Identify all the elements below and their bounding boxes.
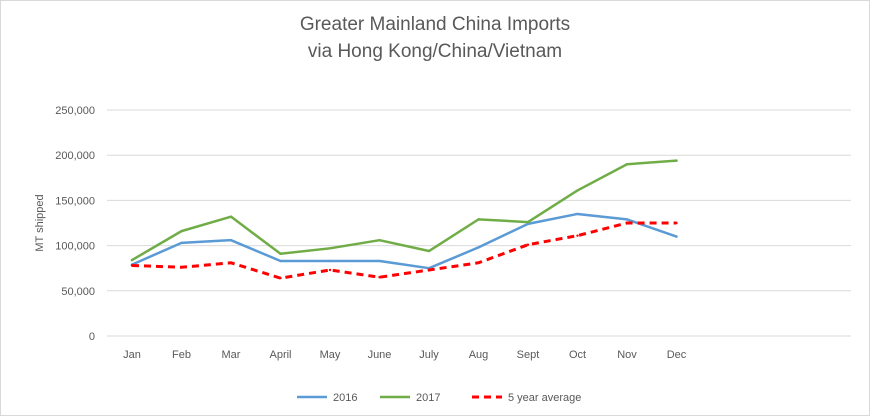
series-5-year-average <box>130 221 678 280</box>
y-axis-tick-labels: 0 50,000 100,000 150,000 200,000 250,000 <box>55 105 95 343</box>
data-point <box>180 241 183 245</box>
y-tick-label: 100,000 <box>55 241 95 253</box>
data-point <box>625 221 629 225</box>
data-point <box>130 258 134 262</box>
legend: 2016 2017 5 year average <box>297 392 581 404</box>
y-tick-label: 0 <box>89 331 95 343</box>
x-tick-label: April <box>269 349 291 361</box>
series-line <box>130 159 678 262</box>
y-tick-label: 50,000 <box>61 286 95 298</box>
data-point <box>477 261 480 264</box>
data-point <box>675 159 678 162</box>
chart-title-line-1: Greater Mainland China Imports <box>299 14 571 35</box>
data-point <box>328 247 332 250</box>
data-point <box>378 259 381 263</box>
x-tick-label: Feb <box>172 349 191 361</box>
x-tick-label: June <box>368 349 392 361</box>
y-tick-label: 250,000 <box>55 105 95 117</box>
data-point <box>576 189 579 192</box>
x-tick-label: Dec <box>667 349 687 361</box>
data-point <box>279 252 282 255</box>
series-lines <box>130 159 678 280</box>
data-point <box>229 215 233 218</box>
y-tick-label: 150,000 <box>55 195 95 207</box>
data-point <box>675 235 678 238</box>
chart-title-line-2: via Hong Kong/China/Vietnam <box>307 41 563 62</box>
x-tick-label: Aug <box>469 349 489 361</box>
data-point <box>180 229 183 233</box>
x-tick-label: Mar <box>222 349 241 361</box>
data-point <box>625 163 629 166</box>
chart-title: Greater Mainland China Imports via Hong … <box>1 11 869 65</box>
data-point <box>526 243 530 246</box>
legend-item: 2016 <box>297 392 357 404</box>
data-point <box>130 264 134 267</box>
x-tick-label: Jan <box>123 349 141 361</box>
legend-label: 2016 <box>333 392 357 404</box>
data-point <box>477 246 480 249</box>
y-axis-label: MT shipped <box>34 194 46 251</box>
data-point <box>279 276 282 280</box>
data-point <box>576 234 579 237</box>
x-tick-label: Sept <box>517 349 540 361</box>
data-point <box>279 259 282 263</box>
x-axis-tick-labels: Jan Feb Mar April May June July Aug Sept Oct Nov De… <box>123 349 687 361</box>
x-tick-label: July <box>419 349 439 361</box>
x-tick-label: Oct <box>569 349 586 361</box>
data-point <box>378 238 381 242</box>
data-point <box>328 259 332 263</box>
series-2016 <box>130 212 678 270</box>
legend-item: 2017 <box>380 392 440 404</box>
series-line <box>131 221 677 280</box>
data-point <box>477 218 480 221</box>
data-point <box>675 221 678 225</box>
x-tick-label: May <box>320 349 341 361</box>
gridlines <box>107 109 851 337</box>
legend-label: 2017 <box>416 392 440 404</box>
data-point <box>229 238 233 242</box>
x-tick-label: Nov <box>617 349 637 361</box>
data-point <box>328 268 332 272</box>
series-2017 <box>130 159 678 262</box>
y-tick-label: 200,000 <box>55 150 95 162</box>
data-point <box>427 249 431 253</box>
legend-item: 5 year average <box>472 392 581 404</box>
data-point <box>576 212 579 216</box>
data-point <box>625 218 629 221</box>
data-point <box>229 261 233 264</box>
series-line <box>130 212 678 270</box>
data-point <box>427 268 431 272</box>
legend-label: 5 year average <box>508 392 581 404</box>
data-point <box>180 266 183 269</box>
data-point <box>526 220 530 224</box>
data-point <box>378 276 381 279</box>
